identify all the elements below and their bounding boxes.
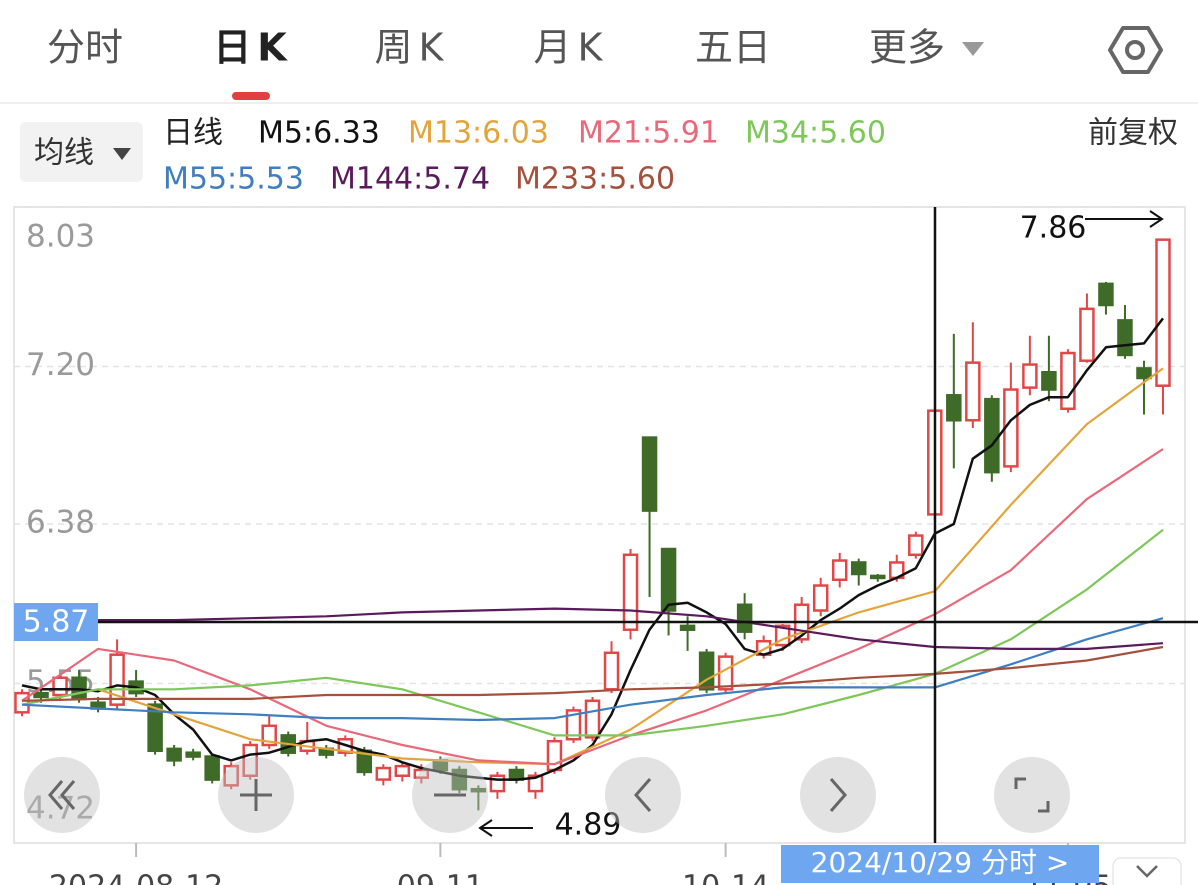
tab[interactable]: 月K — [534, 26, 609, 70]
candle-body — [565, 709, 582, 741]
candle-body — [185, 751, 201, 758]
candle-body — [413, 768, 430, 779]
candle-body — [660, 547, 677, 612]
candle-body — [1117, 319, 1133, 357]
min-arrow — [478, 819, 533, 837]
expand-button[interactable] — [1112, 857, 1182, 885]
max-arrow — [1085, 210, 1164, 228]
candle-body — [1022, 363, 1038, 389]
candle-body — [622, 553, 639, 631]
ma-line — [21, 528, 1164, 737]
ma-line — [21, 317, 1164, 781]
candle-body — [850, 561, 867, 576]
tab[interactable]: 周K — [375, 26, 450, 70]
candle-body — [603, 651, 620, 691]
ma-line — [21, 617, 1164, 722]
candle-body — [984, 397, 1000, 474]
legend-entry: M13:6.03 — [408, 116, 549, 151]
y-tick-label: 8.03 — [26, 219, 95, 255]
candle-body — [698, 651, 715, 691]
tab[interactable]: 分时 — [47, 26, 123, 70]
icon — [1014, 777, 1050, 813]
ma-line — [21, 367, 1164, 766]
legend-entry: M21:5.91 — [578, 116, 719, 151]
min-label: 4.89 — [555, 808, 622, 843]
legend-entry: M5:6.33 — [258, 116, 380, 151]
x-tick-label: 09-11 — [397, 870, 484, 885]
legend-entry: M34:5.60 — [745, 116, 886, 151]
candle-body — [527, 774, 544, 793]
candle-body — [736, 603, 753, 633]
candle-body — [223, 764, 239, 787]
candle-body — [831, 559, 848, 582]
candle-body — [1060, 351, 1076, 411]
dropdown-arrow — [113, 148, 131, 160]
candle-body — [52, 676, 68, 697]
y-tick-label: 7.20 — [26, 347, 95, 383]
candle-body — [204, 755, 220, 781]
detail-button-label: 2024/10/29 分时 > — [811, 846, 1070, 879]
legend-entry: M233:5.60 — [515, 162, 675, 197]
tab[interactable]: 更多 — [869, 26, 945, 70]
ma-button-label: 均线 — [34, 136, 94, 171]
dropdown-arrow — [962, 42, 984, 56]
legend-entry: M144:5.74 — [330, 162, 490, 197]
next-button[interactable] — [800, 757, 876, 833]
candle-body — [908, 534, 924, 557]
icon — [240, 779, 272, 811]
icon — [48, 780, 76, 810]
ma-line — [21, 607, 1164, 650]
candle-body — [242, 743, 258, 777]
adjust-label[interactable]: 前复权 — [1088, 116, 1178, 151]
settings-hex — [1108, 26, 1163, 74]
x-tick-label: 2024-08-12 — [49, 870, 223, 885]
icon — [634, 778, 652, 812]
candle-body — [812, 584, 829, 612]
candle-body — [1155, 238, 1171, 387]
legend-entry: M55:5.53 — [163, 162, 304, 197]
ma-line — [21, 645, 1164, 702]
settings-dot — [1125, 40, 1145, 60]
crosshair-price-label: 5.87 — [23, 605, 90, 640]
tab[interactable]: 五日 — [695, 26, 771, 70]
settings-icon[interactable] — [1108, 26, 1163, 74]
candle-body — [1136, 367, 1152, 380]
period-label: 日线 — [163, 116, 223, 151]
icon — [1136, 865, 1158, 878]
candle-body — [1079, 307, 1095, 362]
ma-button[interactable] — [20, 122, 143, 182]
candle-body — [33, 691, 49, 699]
candle-body — [109, 653, 125, 706]
crosshair-price-box — [14, 603, 98, 642]
icon — [829, 778, 847, 812]
candle-body — [965, 361, 981, 422]
candle-body — [1041, 370, 1057, 391]
candle-body — [641, 436, 658, 512]
nav-buttons — [24, 757, 1070, 833]
fullscreen-button[interactable] — [994, 757, 1070, 833]
x-tick-label: 10-14 — [682, 870, 769, 885]
candle-body — [166, 747, 182, 762]
candle-body — [375, 766, 392, 781]
candle-body — [1098, 282, 1114, 307]
candle-body — [546, 739, 563, 772]
candle-body — [946, 394, 962, 422]
ma-line — [21, 448, 1164, 766]
candle-body — [394, 764, 411, 777]
candle-body — [679, 624, 696, 631]
max-label: 7.86 — [1020, 211, 1087, 246]
candle-body — [147, 703, 163, 753]
detail-button[interactable] — [781, 845, 1099, 883]
y-tick-label: 6.38 — [26, 505, 95, 541]
candle-body — [470, 787, 487, 793]
candle-body — [584, 699, 601, 739]
candle-body — [870, 574, 886, 580]
tab-selected[interactable]: 日K — [213, 26, 292, 70]
prev-button[interactable] — [605, 757, 681, 833]
tab-indicator — [232, 92, 270, 100]
